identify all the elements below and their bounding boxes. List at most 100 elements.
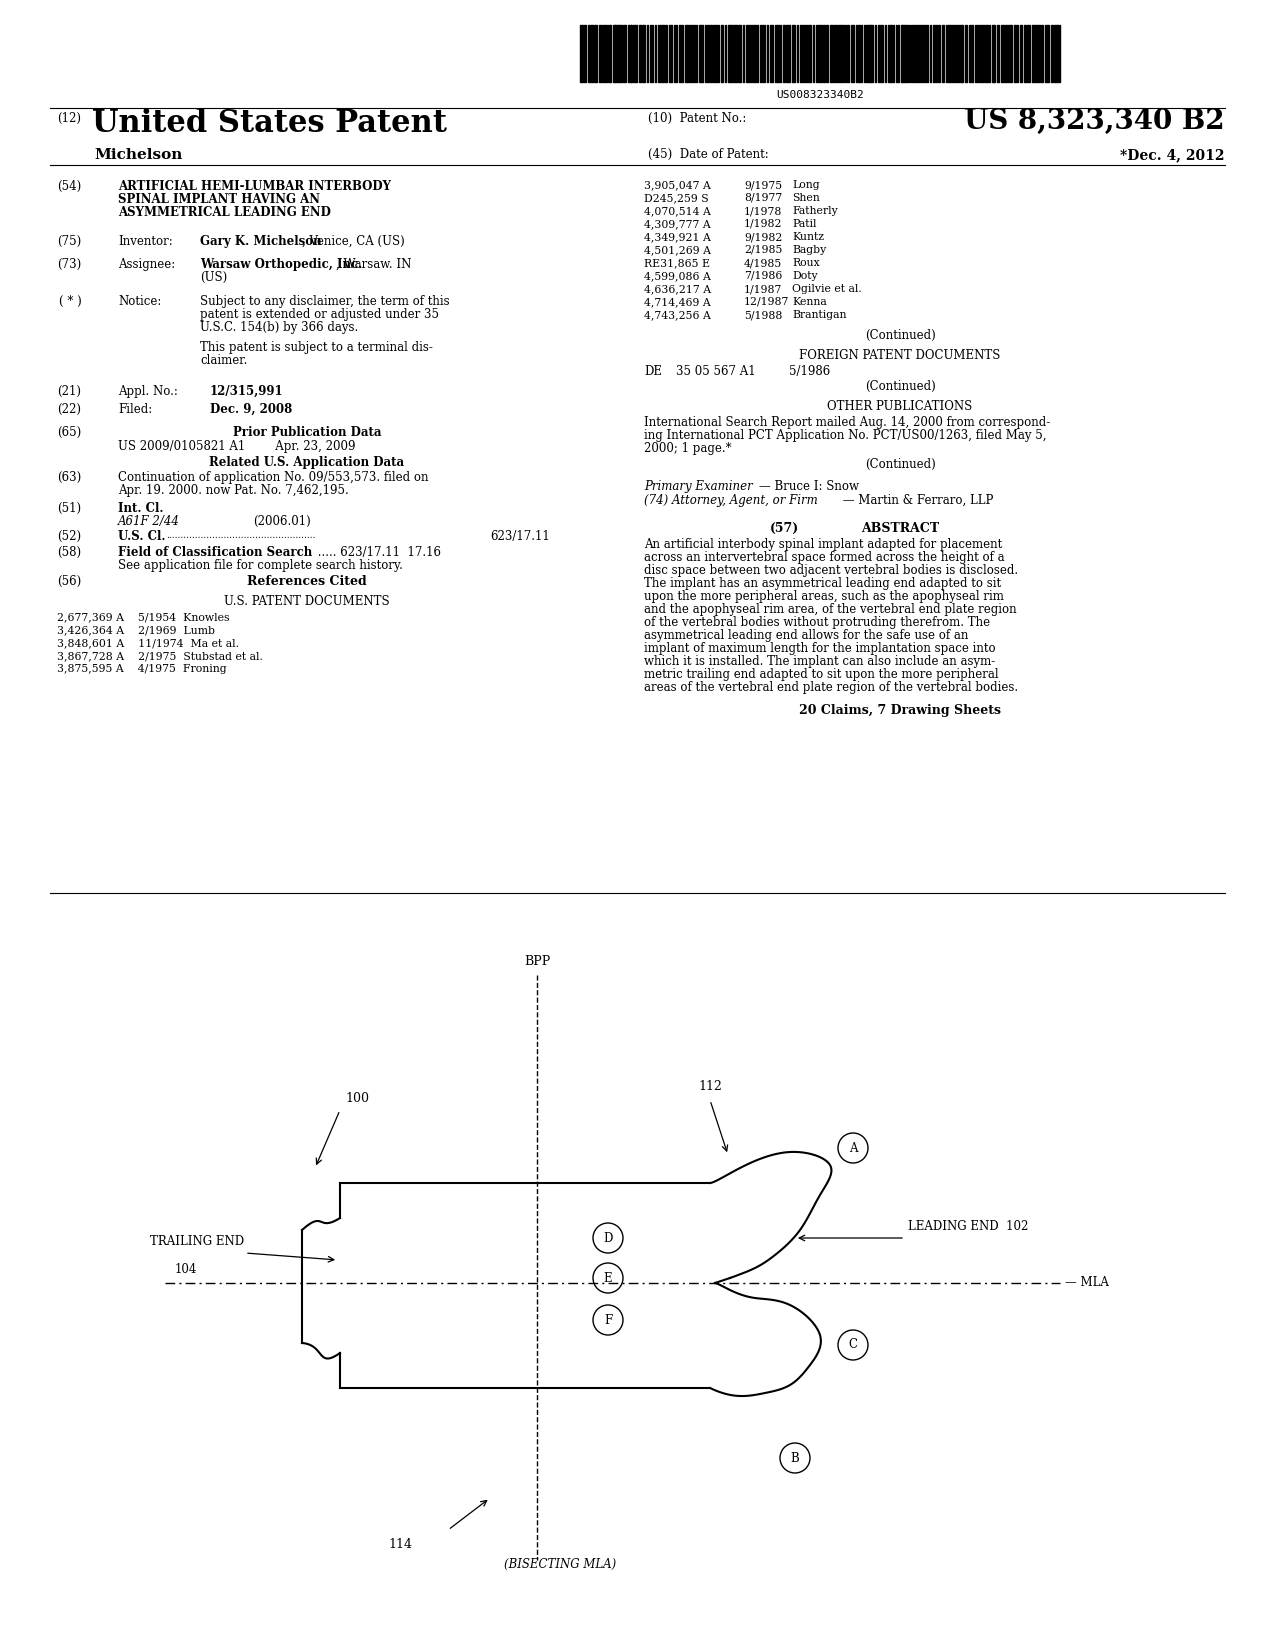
Text: ARTIFICIAL HEMI-LUMBAR INTERBODY: ARTIFICIAL HEMI-LUMBAR INTERBODY — [119, 180, 391, 193]
Text: 3,875,595 A    4/1975  Froning: 3,875,595 A 4/1975 Froning — [57, 663, 227, 673]
Text: (54): (54) — [57, 180, 82, 193]
Text: Roux: Roux — [792, 257, 820, 267]
Text: Filed:: Filed: — [119, 403, 152, 416]
Text: Long: Long — [792, 180, 820, 190]
Text: (2006.01): (2006.01) — [252, 515, 311, 528]
Text: 3,905,047 A: 3,905,047 A — [644, 180, 711, 190]
Text: Dec. 9, 2008: Dec. 9, 2008 — [210, 403, 292, 416]
Text: patent is extended or adjusted under 35: patent is extended or adjusted under 35 — [200, 309, 439, 322]
Text: US 8,323,340 B2: US 8,323,340 B2 — [964, 107, 1225, 135]
Text: 4,070,514 A: 4,070,514 A — [644, 206, 711, 216]
Text: across an intervertebral space formed across the height of a: across an intervertebral space formed ac… — [644, 551, 1005, 564]
Text: upon the more peripheral areas, such as the apophyseal rim: upon the more peripheral areas, such as … — [644, 591, 1003, 602]
Text: (BISECTING MLA): (BISECTING MLA) — [504, 1558, 616, 1571]
Text: — Martin & Ferraro, LLP: — Martin & Ferraro, LLP — [839, 493, 993, 507]
Text: Related U.S. Application Data: Related U.S. Application Data — [209, 455, 404, 469]
Text: Notice:: Notice: — [119, 295, 162, 309]
Text: 5/1986: 5/1986 — [789, 365, 830, 378]
Text: International Search Report mailed Aug. 14, 2000 from correspond-: International Search Report mailed Aug. … — [644, 416, 1051, 429]
Text: claimer.: claimer. — [200, 355, 247, 366]
Text: Ogilvie et al.: Ogilvie et al. — [792, 284, 862, 294]
Text: BPP: BPP — [524, 955, 550, 969]
Text: (Continued): (Continued) — [864, 328, 936, 342]
Text: References Cited: References Cited — [247, 574, 367, 587]
Text: — Bruce I: Snow: — Bruce I: Snow — [759, 480, 859, 493]
Text: 8/1977: 8/1977 — [745, 193, 783, 203]
Text: 4,599,086 A: 4,599,086 A — [644, 271, 711, 281]
Text: ASYMMETRICAL LEADING END: ASYMMETRICAL LEADING END — [119, 206, 332, 219]
Text: LEADING END  102: LEADING END 102 — [908, 1219, 1029, 1233]
Text: , Warsaw. IN: , Warsaw. IN — [337, 257, 412, 271]
Text: 4,349,921 A: 4,349,921 A — [644, 233, 711, 243]
Text: An artificial interbody spinal implant adapted for placement: An artificial interbody spinal implant a… — [644, 538, 1002, 551]
Text: (57): (57) — [770, 521, 799, 535]
Text: (58): (58) — [57, 546, 82, 559]
Text: which it is installed. The implant can also include an asym-: which it is installed. The implant can a… — [644, 655, 996, 668]
Text: Shen: Shen — [792, 193, 820, 203]
Text: 2000; 1 page.*: 2000; 1 page.* — [644, 442, 732, 455]
Text: 2,677,369 A    5/1954  Knowles: 2,677,369 A 5/1954 Knowles — [57, 612, 230, 622]
Text: See application file for complete search history.: See application file for complete search… — [119, 559, 403, 573]
Text: U.S. Cl.: U.S. Cl. — [119, 530, 166, 543]
Text: 3,426,364 A    2/1969  Lumb: 3,426,364 A 2/1969 Lumb — [57, 625, 215, 635]
Text: (75): (75) — [57, 234, 82, 248]
Text: TRAILING END: TRAILING END — [150, 1234, 244, 1247]
Text: Continuation of application No. 09/553,573. filed on: Continuation of application No. 09/553,5… — [119, 470, 428, 483]
Text: 5/1988: 5/1988 — [745, 310, 783, 320]
Text: A: A — [849, 1142, 857, 1155]
Text: D245,259 S: D245,259 S — [644, 193, 709, 203]
Text: 20 Claims, 7 Drawing Sheets: 20 Claims, 7 Drawing Sheets — [799, 705, 1001, 718]
Text: (52): (52) — [57, 530, 82, 543]
Text: DE: DE — [644, 365, 662, 378]
Text: (10)  Patent No.:: (10) Patent No.: — [648, 112, 746, 125]
Text: Fatherly: Fatherly — [792, 206, 838, 216]
Text: ..... 623/17.11  17.16: ..... 623/17.11 17.16 — [314, 546, 441, 559]
Text: (US): (US) — [200, 271, 227, 284]
Text: Brantigan: Brantigan — [792, 310, 847, 320]
Text: 100: 100 — [346, 1092, 368, 1106]
Text: 1/1982: 1/1982 — [745, 219, 783, 229]
Text: U.S. PATENT DOCUMENTS: U.S. PATENT DOCUMENTS — [224, 596, 390, 607]
Text: (63): (63) — [57, 470, 82, 483]
Text: This patent is subject to a terminal dis-: This patent is subject to a terminal dis… — [200, 342, 434, 355]
Text: 104: 104 — [175, 1262, 198, 1275]
Text: OTHER PUBLICATIONS: OTHER PUBLICATIONS — [827, 399, 973, 412]
Text: A61F 2/44: A61F 2/44 — [119, 515, 180, 528]
Text: (22): (22) — [57, 403, 82, 416]
Text: 9/1982: 9/1982 — [745, 233, 783, 243]
Text: Patil: Patil — [792, 219, 816, 229]
Text: Subject to any disclaimer, the term of this: Subject to any disclaimer, the term of t… — [200, 295, 450, 309]
Text: Michelson: Michelson — [94, 148, 182, 162]
Text: (51): (51) — [57, 502, 82, 515]
Text: 623/17.11: 623/17.11 — [491, 530, 550, 543]
Text: F: F — [604, 1313, 612, 1327]
Text: ....................................................: ........................................… — [166, 531, 315, 540]
Text: (Continued): (Continued) — [864, 459, 936, 470]
Text: U.S.C. 154(b) by 366 days.: U.S.C. 154(b) by 366 days. — [200, 322, 358, 333]
Text: asymmetrical leading end allows for the safe use of an: asymmetrical leading end allows for the … — [644, 629, 969, 642]
Text: Int. Cl.: Int. Cl. — [119, 502, 163, 515]
Text: disc space between two adjacent vertebral bodies is disclosed.: disc space between two adjacent vertebra… — [644, 564, 1019, 578]
Text: Warsaw Orthopedic, Inc.: Warsaw Orthopedic, Inc. — [200, 257, 362, 271]
Text: (56): (56) — [57, 574, 82, 587]
Text: Kuntz: Kuntz — [792, 233, 824, 243]
Text: 1/1987: 1/1987 — [745, 284, 783, 294]
Text: of the vertebral bodies without protruding therefrom. The: of the vertebral bodies without protrudi… — [644, 615, 991, 629]
Text: (73): (73) — [57, 257, 82, 271]
Text: 3,867,728 A    2/1975  Stubstad et al.: 3,867,728 A 2/1975 Stubstad et al. — [57, 652, 263, 662]
Text: and the apophyseal rim area, of the vertebral end plate region: and the apophyseal rim area, of the vert… — [644, 602, 1016, 615]
Text: Kenna: Kenna — [792, 297, 826, 307]
Text: Appl. No.:: Appl. No.: — [119, 384, 179, 398]
Text: , Venice, CA (US): , Venice, CA (US) — [302, 234, 404, 248]
Text: Inventor:: Inventor: — [119, 234, 172, 248]
Text: 4,743,256 A: 4,743,256 A — [644, 310, 711, 320]
Text: Primary Examiner: Primary Examiner — [644, 480, 752, 493]
Text: 4/1985: 4/1985 — [745, 257, 783, 267]
Text: metric trailing end adapted to sit upon the more peripheral: metric trailing end adapted to sit upon … — [644, 668, 998, 681]
Text: *Dec. 4, 2012: *Dec. 4, 2012 — [1121, 148, 1225, 162]
Text: RE31,865 E: RE31,865 E — [644, 257, 710, 267]
Text: 1/1978: 1/1978 — [745, 206, 783, 216]
Text: 4,309,777 A: 4,309,777 A — [644, 219, 710, 229]
Text: (Continued): (Continued) — [864, 380, 936, 393]
Text: 4,714,469 A: 4,714,469 A — [644, 297, 710, 307]
